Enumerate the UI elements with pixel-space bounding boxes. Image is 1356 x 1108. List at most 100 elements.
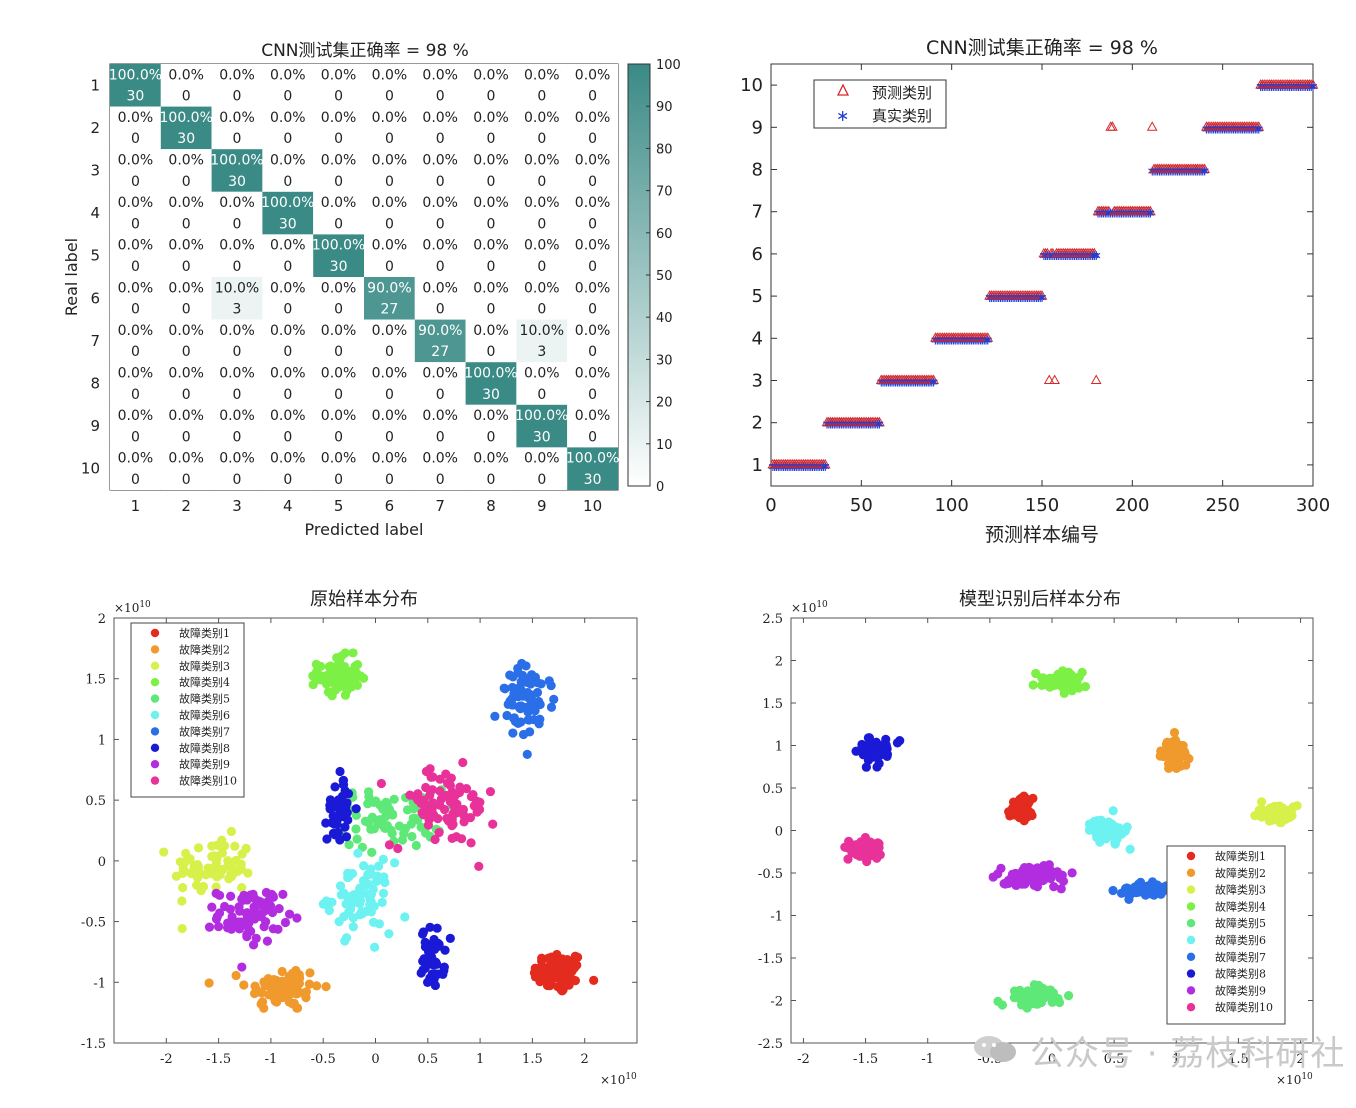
cm-cell-percent: 0.0% (219, 67, 255, 83)
sample-point (1035, 872, 1045, 883)
sample-point (546, 702, 557, 712)
sample-point (572, 960, 582, 970)
sample-point (344, 907, 354, 917)
sample-point (559, 963, 569, 973)
prediction-plot-panel: CNN测试集正确率 = 98 % 0 50 100 150 200 250 300 1 2 3 4 5… (740, 37, 1330, 546)
sample-point (1037, 673, 1047, 683)
legend-label: 故障类别10 (1215, 1000, 1273, 1014)
cm-cell-percent: 0.0% (168, 323, 204, 339)
legend-label: 故障类别4 (1215, 899, 1266, 913)
true-marker: ∗ (1036, 290, 1048, 306)
sample-point (280, 917, 291, 928)
cm-cell (211, 362, 263, 405)
cm-cell (313, 64, 364, 107)
cm-cell (465, 362, 517, 405)
cm-cell-percent: 0.0% (168, 153, 204, 169)
cm-cell (414, 106, 466, 150)
cm-cell-percent: 0.0% (118, 451, 154, 467)
cm-cell-count: 0 (385, 259, 394, 275)
sample-point (522, 749, 532, 759)
cm-cell (262, 191, 314, 235)
prediction-plot-legend: 预测类别 ∗ 真实类别 (813, 79, 947, 129)
sample-point (1008, 803, 1018, 813)
sample-point (867, 838, 877, 848)
cm-cell-count: 0 (487, 131, 496, 147)
sample-point (433, 814, 443, 824)
cm-cell-count: 0 (334, 89, 343, 105)
sample-point (1120, 826, 1130, 836)
sample-point (257, 997, 268, 1007)
cm-cell (567, 64, 618, 107)
true-marker: ∗ (1305, 79, 1317, 95)
legend-label: 故障类别3 (1215, 883, 1266, 897)
cm-cell-count: 0 (487, 259, 496, 275)
colorbar-tick-label: 30 (656, 353, 673, 368)
sample-point (435, 800, 445, 810)
legend-label: 故障类别7 (179, 724, 230, 738)
sample-point (863, 755, 874, 765)
scatter-x-tick-label: 2 (581, 1052, 589, 1067)
cm-cell-percent: 0.0% (219, 451, 255, 467)
cm-cell (465, 64, 517, 107)
cm-cell-count: 0 (588, 174, 597, 190)
cm-cell-count: 0 (182, 344, 191, 360)
cm-cell-percent: 0.0% (168, 408, 204, 424)
cm-cell-percent: 0.0% (372, 153, 408, 169)
cm-cell-count: 0 (385, 89, 394, 105)
true-marker: ∗ (1145, 206, 1157, 222)
true-marker: ∗ (1040, 248, 1052, 264)
original-distribution-legend: 故障类别1 故障类别2 故障类别3 故障类别4 故障类别5 故障类别6 故障类别7 故障类别8… (130, 622, 245, 798)
sample-point (344, 872, 354, 882)
true-marker: ∗ (1090, 248, 1102, 264)
legend-swatch (150, 645, 160, 654)
cm-cell-percent: 100.0% (312, 238, 365, 254)
cm-x-tick-label: 2 (181, 497, 191, 515)
cm-y-tick-label: 5 (90, 247, 100, 265)
cm-cell-count: 0 (588, 344, 597, 360)
pred-x-tick-label: 0 (765, 495, 776, 516)
sample-point (292, 913, 302, 923)
cm-cell-percent: 90.0% (418, 323, 462, 339)
cm-cell-percent: 0.0% (422, 110, 458, 126)
sample-point (465, 813, 476, 823)
cm-cell-count: 0 (283, 131, 292, 147)
sample-point (192, 880, 202, 890)
cm-cell (160, 106, 212, 150)
cm-cell-count: 0 (334, 174, 343, 190)
pred-y-tick-label: 10 (740, 75, 763, 96)
sample-point (226, 891, 236, 901)
cm-cell-count: 0 (436, 216, 445, 232)
sample-point (518, 691, 528, 701)
sample-point (321, 896, 332, 906)
cm-cell (567, 404, 618, 448)
sample-point (440, 945, 450, 955)
cm-cell (313, 106, 364, 150)
sample-point (249, 893, 259, 903)
cm-cell (567, 362, 618, 405)
sample-point (304, 979, 315, 989)
sample-point (432, 923, 442, 933)
sample-point (1029, 990, 1039, 1000)
pred-y-tick-label: 6 (752, 244, 763, 265)
cm-cell (516, 191, 568, 235)
sample-point (1125, 844, 1135, 854)
legend-swatch (150, 776, 160, 785)
sample-point (864, 845, 874, 856)
cm-cell-percent: 0.0% (270, 323, 306, 339)
sample-point (411, 840, 421, 851)
cm-cell (313, 277, 364, 320)
cm-cell-count: 0 (385, 131, 394, 147)
sample-point (228, 868, 239, 879)
sample-point (560, 979, 570, 989)
legend-swatch (1186, 952, 1196, 961)
sample-point (340, 822, 350, 832)
cm-cell-percent: 0.0% (270, 366, 306, 382)
sample-point (328, 828, 338, 838)
sample-point (864, 733, 874, 743)
cm-cell-percent: 0.0% (219, 323, 255, 339)
cm-cell (110, 447, 161, 490)
pred-y-tick-label: 4 (752, 328, 763, 349)
scatter-y-tick-label: -1 (770, 910, 783, 925)
cm-cell (414, 319, 466, 363)
scatter-x-tick-label: -2 (797, 1052, 810, 1067)
